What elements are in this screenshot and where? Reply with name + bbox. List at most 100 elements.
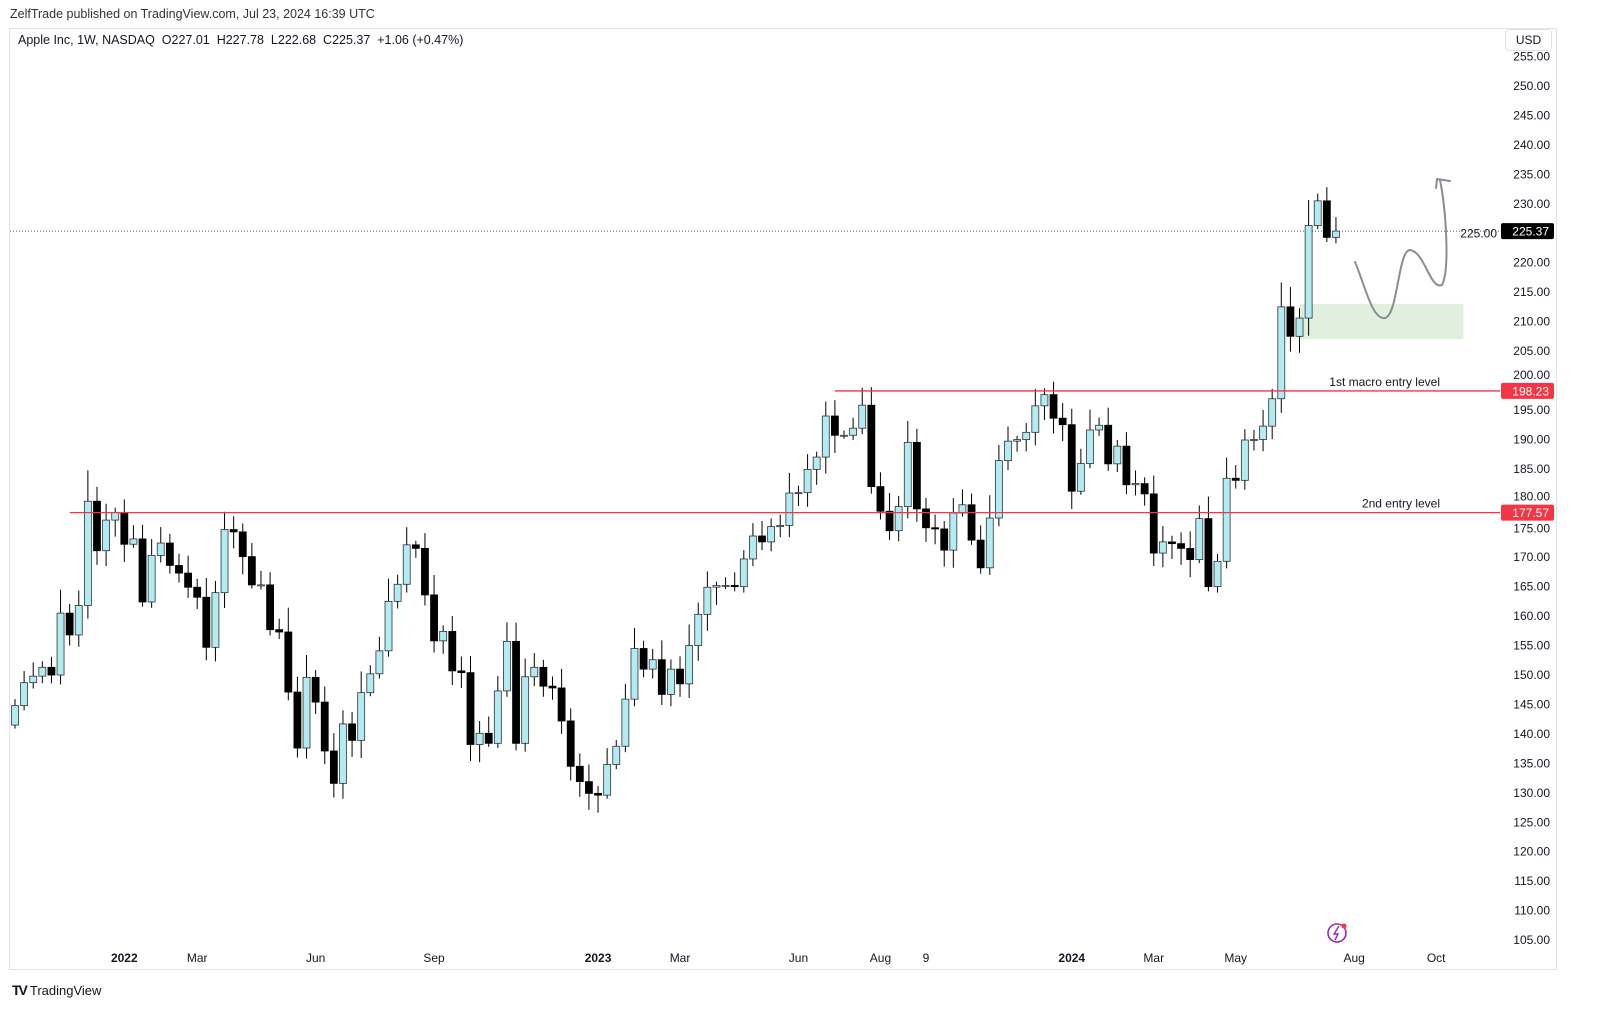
last-price-text: 225.37 [1512,225,1549,239]
y-tick-label: 130.00 [1513,786,1550,800]
candle-down [940,528,949,551]
candle-up [1086,429,1094,464]
candle-down [876,486,885,512]
lightning-circle [1327,923,1347,943]
price-label-badge [1501,382,1554,399]
candle-down [730,585,739,588]
chart-pane[interactable] [9,28,1557,970]
candle-up [703,586,712,615]
candle-up [530,666,539,678]
candle-up [1095,424,1103,431]
candle-up [11,705,19,726]
candle-up [812,456,821,470]
y-tick-label: 255.00 [1513,50,1550,64]
y-tick-label: 115.00 [1514,874,1550,888]
y-tick-label: 105.00 [1513,933,1550,947]
candle-down [912,441,921,510]
candle-up [794,492,803,495]
candle-up [721,585,730,587]
candle-up [102,519,110,552]
candle-down [1322,200,1331,238]
candle-down [120,512,129,545]
candle-down [1204,518,1213,588]
candle-up [384,600,393,652]
candle-up [1040,394,1049,407]
candle-up [648,659,657,670]
candle-down [639,648,648,670]
candle-up [1332,230,1340,238]
candle-down [566,720,575,767]
candle-down [348,723,356,741]
y-tick-label: 245.00 [1513,108,1550,122]
candle-up [694,613,703,646]
candle-down [293,691,302,749]
candle-down [539,666,548,687]
candle-up [849,427,858,436]
x-tick-label: Oct [1427,951,1446,965]
candle-up [147,555,156,603]
y-tick-label: 210.00 [1513,315,1550,329]
y-tick-label: 200.00 [1513,368,1550,382]
candle-up [521,676,530,744]
candle-up [821,415,830,458]
candle-down [229,529,238,533]
x-tick-label: 2023 [585,951,612,965]
candle-up [156,542,165,556]
candle-up [375,650,384,675]
candle-up [621,698,630,747]
y-tick-label: 175.00 [1513,522,1550,536]
candle-up [667,668,675,695]
candle-up [339,723,347,784]
candle-up [949,512,958,551]
x-tick-label: Mar [1143,951,1164,965]
candle-down [47,666,56,676]
y-tick-label: 180.00 [1513,490,1550,504]
candle-up [111,512,120,521]
candle-up [1313,200,1322,226]
lightning-bolt [1332,925,1340,941]
x-tick-label: Jun [789,951,808,965]
candle-up [894,506,903,532]
candle-down [557,687,566,722]
candle-up [402,544,411,585]
candle-up [1113,445,1122,465]
candle-down [867,404,876,487]
brand-label: TradingView [29,982,102,998]
candle-up [776,524,785,527]
candle-down [202,596,211,648]
candle-up [1222,477,1231,562]
currency-button[interactable]: USD [1505,29,1552,51]
candle-down [1067,424,1076,492]
candle-up [475,732,484,745]
candle-down [165,542,174,566]
candle-up [1076,463,1085,492]
candle-up [211,592,220,648]
x-tick-label: Mar [670,951,691,965]
y-tick-label: 140.00 [1513,727,1550,741]
candle-down [238,531,247,558]
candle-up [685,645,694,685]
candle-down [931,527,940,530]
candle-up [220,529,229,594]
candle-down [484,732,493,744]
candle-up [985,517,994,569]
candle-up [1259,425,1267,440]
candle-up [29,675,38,684]
y-tick-label: 125.00 [1513,815,1550,829]
candle-up [493,690,502,744]
candle-down [421,547,429,596]
y-tick-label: 135.00 [1513,756,1550,770]
candle-down [1049,394,1058,419]
x-tick-label: Sep [423,951,445,965]
candle-down [1168,541,1176,545]
y-tick-label: 195.00 [1513,403,1550,417]
candle-down [448,631,457,672]
candle-down [967,504,976,541]
candle-up [712,585,721,588]
candle-down [457,670,466,674]
tradingview-brand[interactable]: TV TradingView [12,982,101,998]
candle-up [366,673,375,694]
candle-down [548,685,557,689]
candle-up [393,583,402,602]
